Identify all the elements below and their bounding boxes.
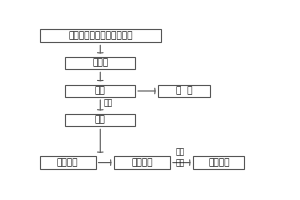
FancyBboxPatch shape	[65, 114, 135, 126]
Text: 不合格鋰離子電池負極極片: 不合格鋰離子電池負極極片	[68, 31, 133, 40]
Text: 預處理: 預處理	[92, 59, 108, 68]
Text: 石墨粉料: 石墨粉料	[131, 158, 153, 167]
FancyBboxPatch shape	[65, 85, 135, 97]
Text: 高溫處理: 高溫處理	[57, 158, 79, 167]
FancyBboxPatch shape	[40, 29, 161, 42]
Text: 改性石墨: 改性石墨	[208, 158, 230, 167]
FancyBboxPatch shape	[158, 85, 210, 97]
Text: 表面
改性: 表面 改性	[176, 148, 185, 167]
Text: 篩分: 篩分	[95, 86, 106, 95]
FancyBboxPatch shape	[40, 156, 96, 169]
FancyBboxPatch shape	[114, 156, 170, 169]
FancyBboxPatch shape	[65, 57, 135, 69]
FancyBboxPatch shape	[193, 156, 244, 169]
Text: 除雜: 除雜	[95, 116, 106, 125]
Text: 石墨: 石墨	[104, 99, 113, 108]
Text: 銅  箔: 銅 箔	[176, 86, 192, 95]
